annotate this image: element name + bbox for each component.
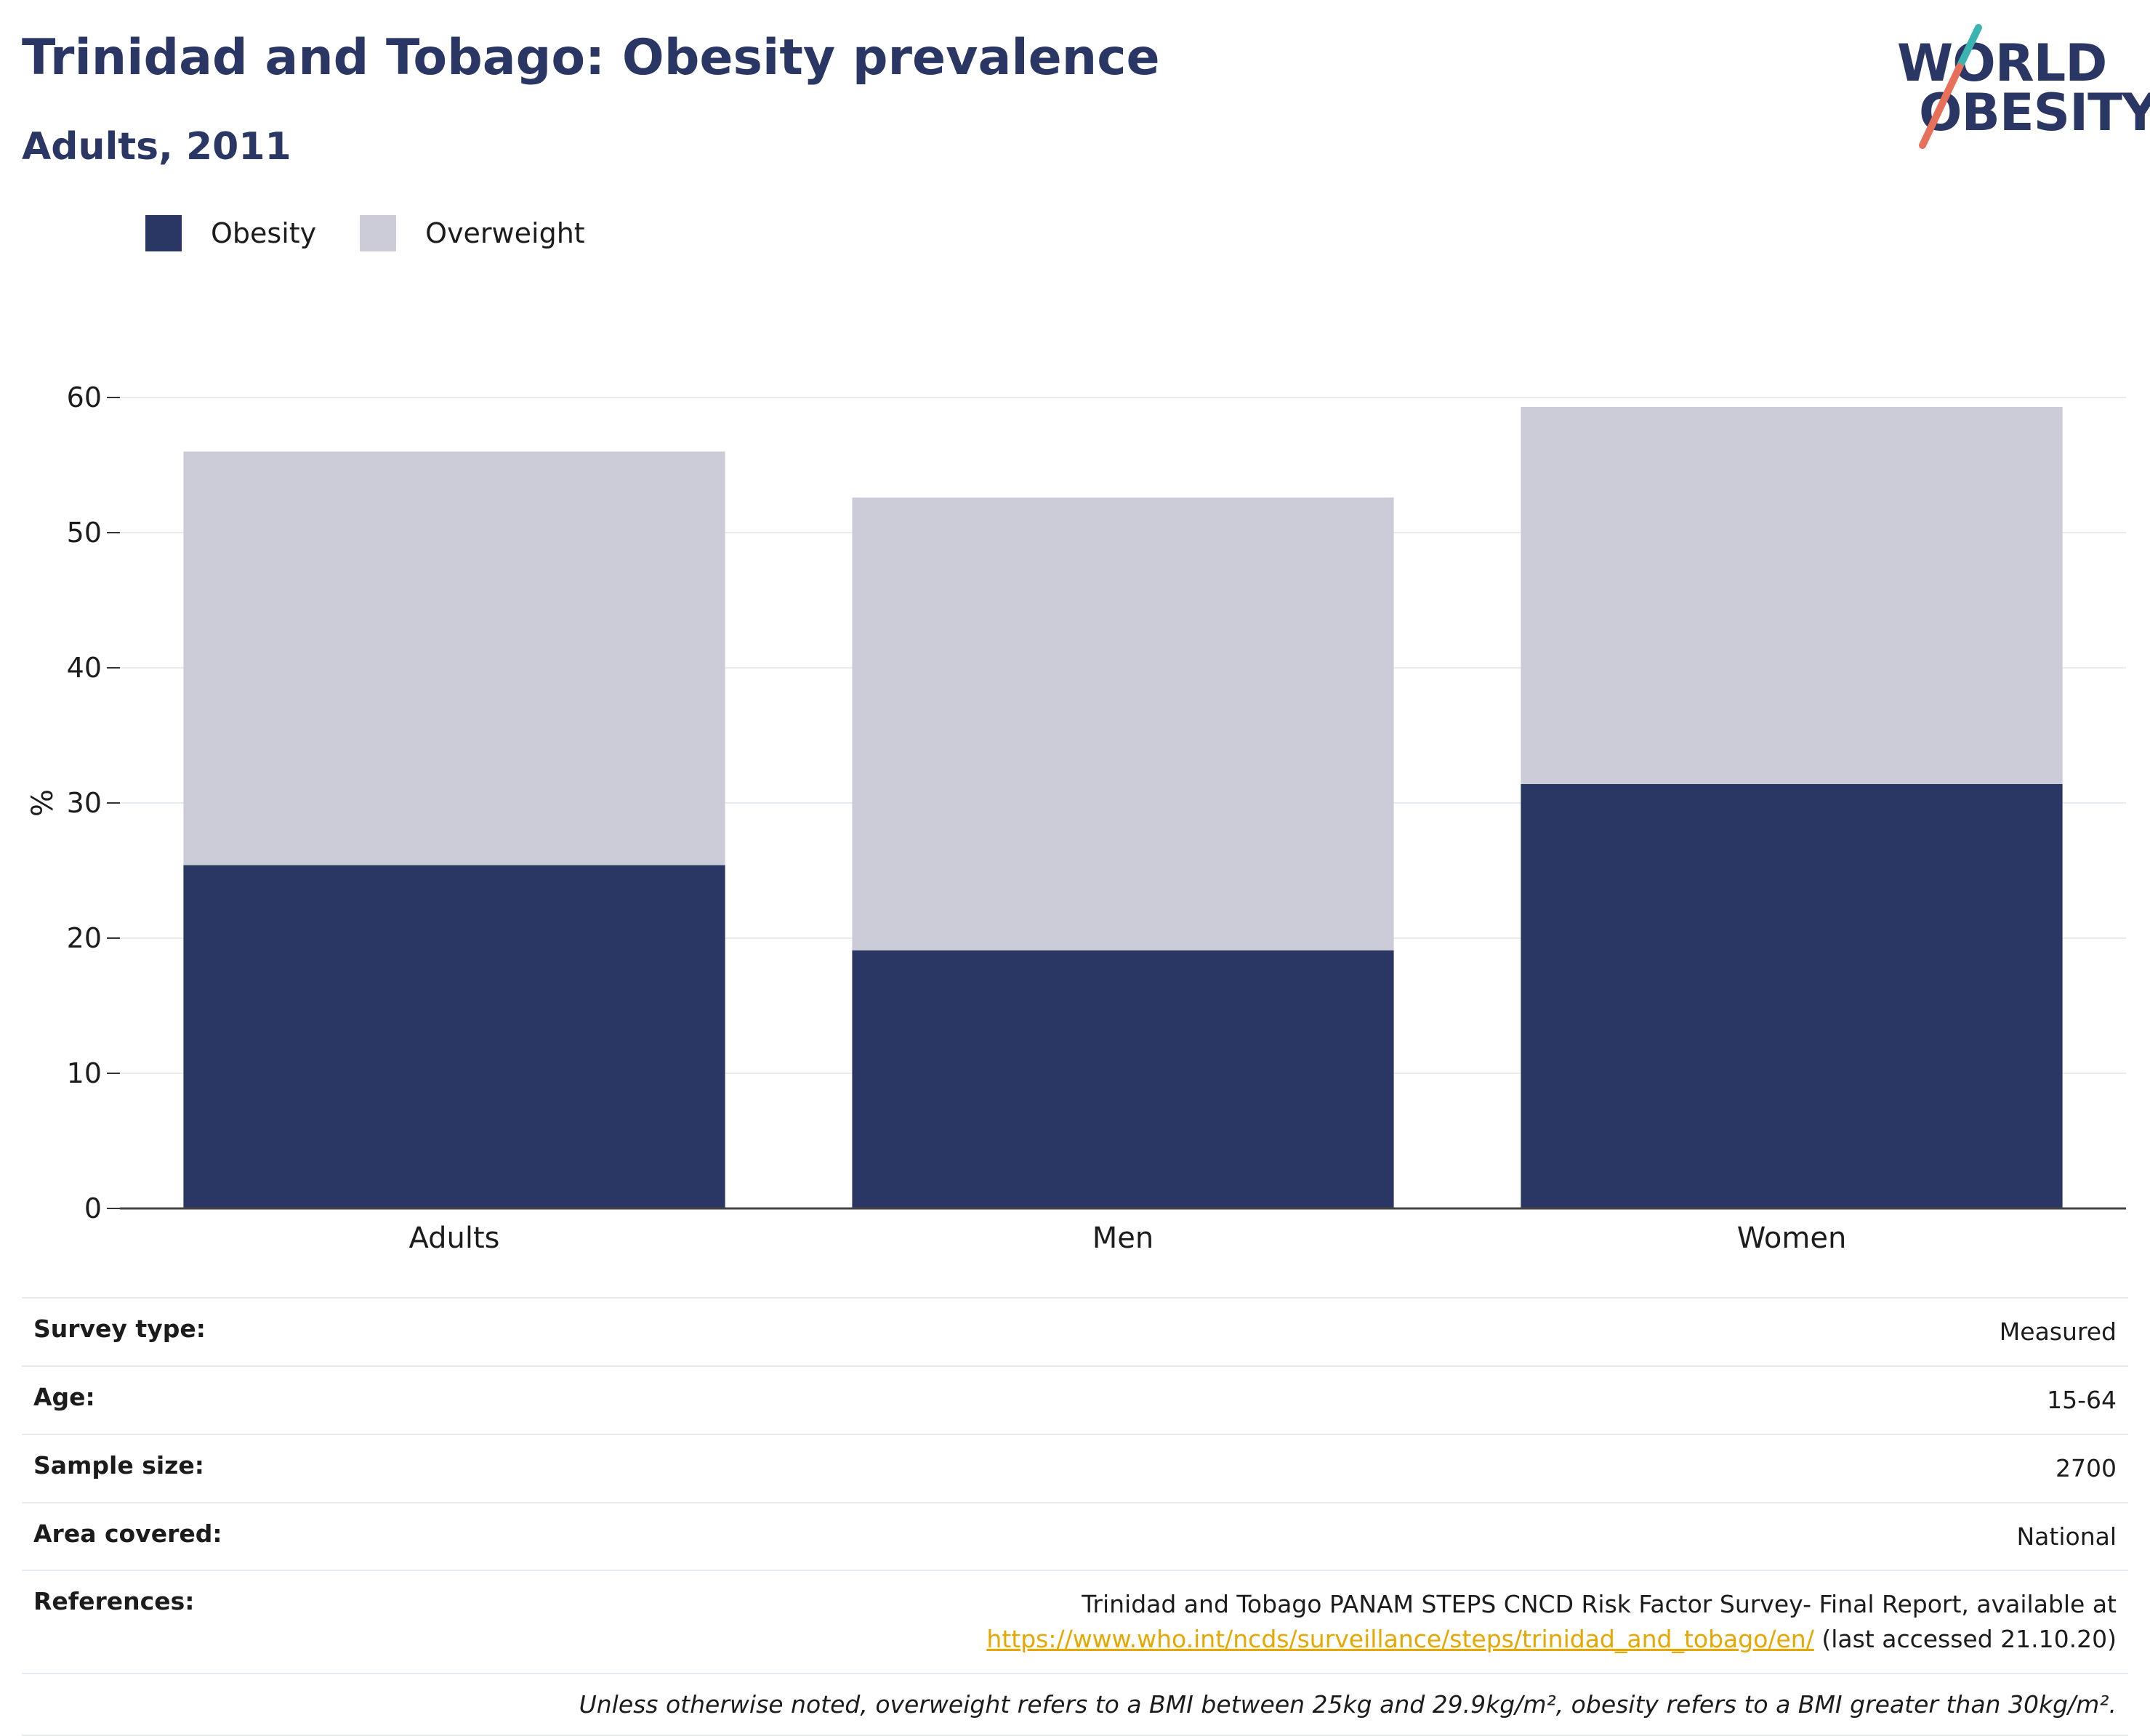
legend-swatch-overweight [360,215,397,251]
legend-label-obesity: Obesity [211,217,317,249]
info-value: National [2016,1522,2117,1551]
legend-swatch-obesity [145,215,182,251]
bmi-definition-note: Unless otherwise noted, overweight refer… [22,1673,2128,1736]
chart-legend: Obesity Overweight [145,215,629,251]
logo-word-obesity: OBESITY [1919,83,2150,142]
references-link[interactable]: https://www.who.int/ncds/surveillance/st… [986,1625,1814,1654]
x-tick-label: Women [1737,1222,1847,1255]
stacked-bar-chart: 0 10 20 30 40 50 60% Adults Men Women [26,381,2126,1255]
legend-item-obesity[interactable]: Obesity [145,215,316,251]
info-row-survey-type: Survey type: Measured [22,1297,2128,1365]
bar-overweight-adults [183,451,725,865]
info-value: 15-64 [2047,1385,2117,1414]
info-row-age: Age: 15-64 [22,1365,2128,1434]
x-tick-label: Men [1092,1222,1153,1255]
info-row-area-covered: Area covered: National [22,1501,2128,1570]
bar-overweight-women [1521,407,2063,784]
y-tick-label: 60 [67,381,102,413]
bar-obesity-men [852,950,1394,1208]
info-row-sample-size: Sample size: 2700 [22,1433,2128,1502]
info-label: Sample size: [33,1450,204,1479]
y-tick-label: 0 [84,1192,102,1224]
legend-item-overweight[interactable]: Overweight [360,215,585,251]
y-tick-label: 40 [67,652,102,684]
info-value: Measured [1999,1317,2117,1346]
references-text: Trinidad and Tobago PANAM STEPS CNCD Ris… [1082,1590,2117,1619]
world-obesity-logo: WORLD OBESITY [1897,22,2150,153]
y-tick-label: 30 [67,787,102,819]
y-axis-label: % [26,789,60,817]
x-tick-label: Adults [408,1222,499,1255]
info-label: References: [33,1587,195,1616]
info-label: Survey type: [33,1315,206,1343]
references-text-block: Trinidad and Tobago PANAM STEPS CNCD Ris… [986,1587,2117,1657]
logo-slash-icon [1919,24,1982,149]
y-tick-label: 10 [67,1057,102,1089]
bar-obesity-adults [183,865,725,1208]
bar-overweight-men [852,497,1394,950]
y-tick-label: 20 [67,922,102,954]
legend-label-overweight: Overweight [425,217,585,249]
chart-title: Trinidad and Tobago: Obesity prevalence [22,29,1160,86]
bar-obesity-women [1521,783,2063,1208]
chart-subtitle: Adults, 2011 [22,125,291,169]
info-label: Age: [33,1382,95,1411]
info-value: 2700 [2056,1453,2117,1482]
logo-word-world: WORLD [1897,33,2107,93]
survey-info-table: Survey type: Measured Age: 15-64 Sample … [22,1297,2128,1736]
info-row-references: References: Trinidad and Tobago PANAM ST… [22,1570,2128,1673]
y-tick-label: 50 [67,517,102,549]
info-label: Area covered: [33,1519,222,1548]
references-accessed: (last accessed 21.10.20) [1821,1625,2117,1654]
